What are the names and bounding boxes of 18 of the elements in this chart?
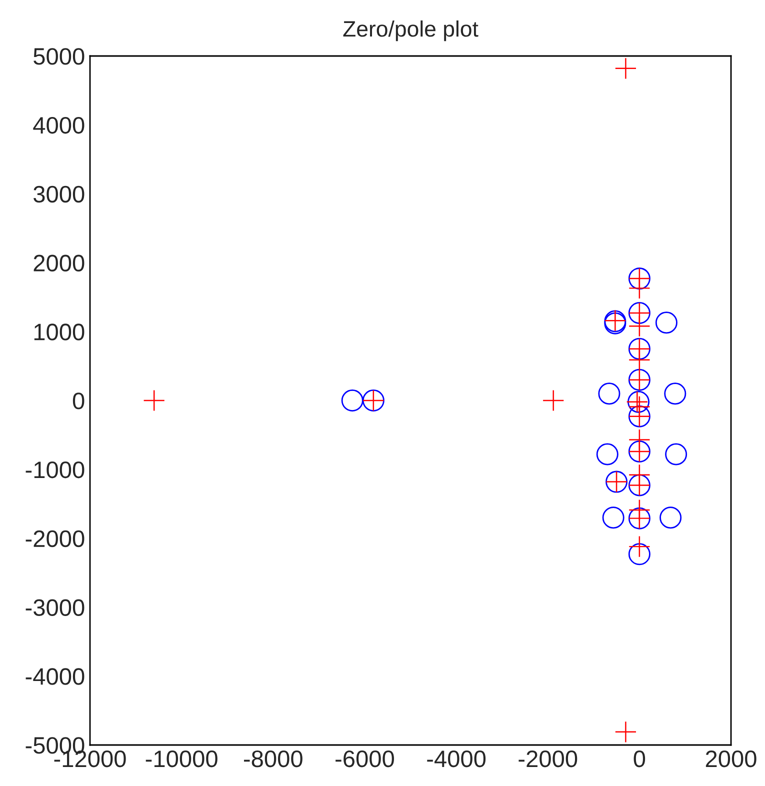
y-tick-label: -2000 (26, 530, 84, 548)
y-tick-label: 3000 (34, 186, 84, 203)
x-tick-label: -8000 (244, 750, 302, 768)
chart-title: Zero/pole plot (343, 20, 478, 42)
y-tick-label: 4000 (33, 116, 84, 134)
x-tick-label: -4000 (427, 750, 486, 768)
x-tick-label: 0 (634, 750, 646, 768)
x-tick-label: -10000 (146, 750, 218, 768)
y-tick-label: 5000 (34, 48, 84, 65)
y-tick-label: 2000 (34, 254, 84, 272)
x-tick-label: -2000 (518, 750, 578, 768)
y-tick-label: -3000 (26, 599, 84, 616)
x-tick-label: 2000 (706, 750, 756, 768)
y-tick-label: 1000 (34, 324, 84, 340)
y-tick-label: -1000 (26, 461, 84, 478)
y-tick-label: -4000 (26, 668, 84, 685)
y-tick-label: 0 (72, 392, 84, 410)
x-tick-label: -6000 (336, 750, 394, 768)
